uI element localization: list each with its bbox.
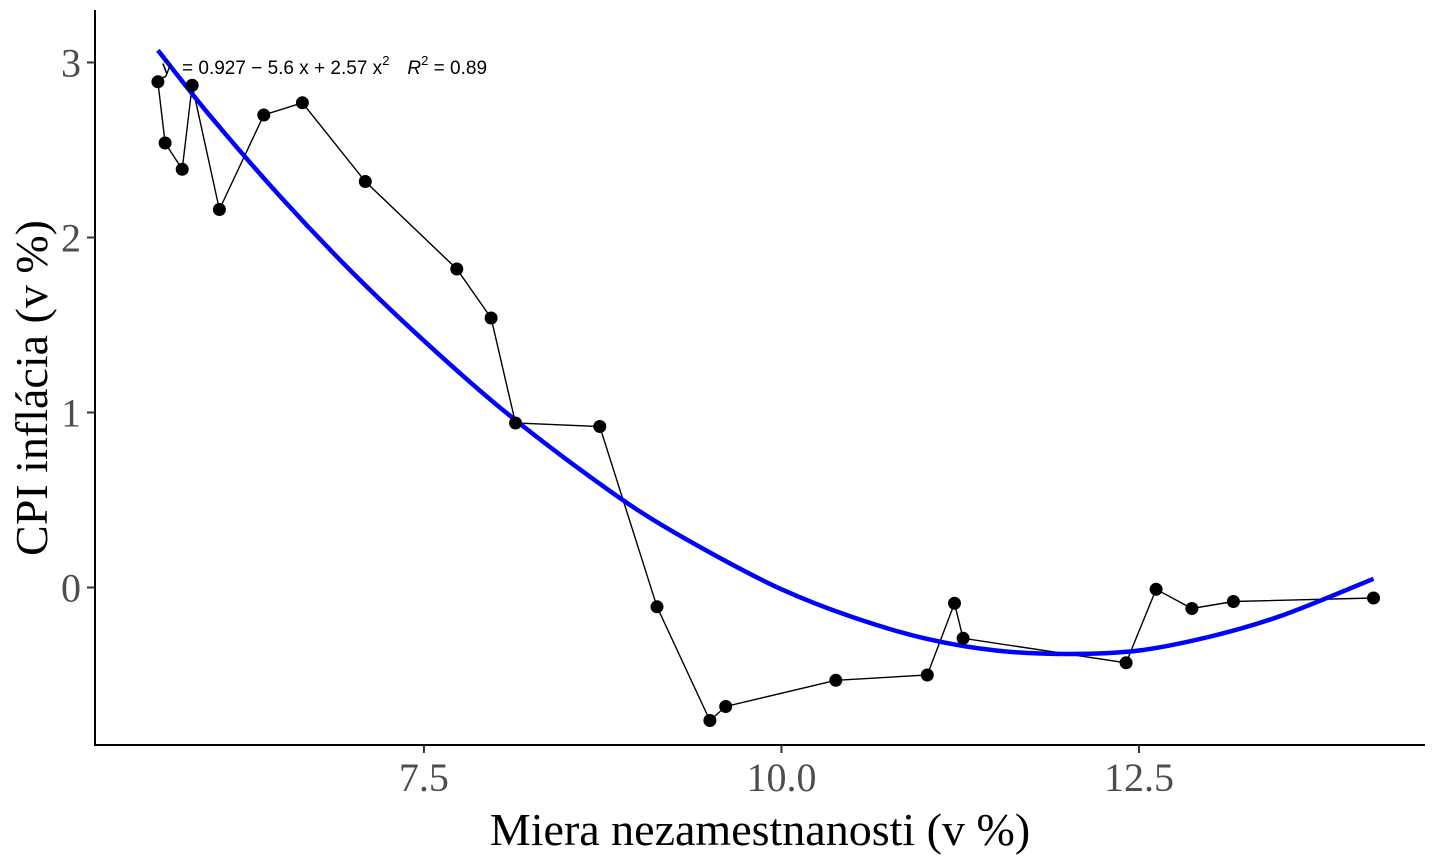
x-tick-label: 7.5 (399, 755, 449, 800)
data-point (1367, 591, 1380, 605)
data-point (1119, 656, 1133, 670)
r2-value: = 0.89 (428, 58, 487, 79)
data-point (703, 714, 717, 727)
plot-area (157, 81, 1374, 722)
regression-equation-label: ŷ = 0.927 − 5.6 x + 2.57 x2 R2 = 0.89 (162, 53, 487, 79)
points-layer (151, 75, 1380, 727)
observed-series-line (157, 81, 1374, 722)
x-axis-ticks: 7.5 10.0 12.5 (399, 745, 1174, 800)
data-point (593, 420, 607, 433)
data-point (450, 262, 464, 276)
y-tick-label: 3 (61, 41, 81, 86)
data-point (158, 136, 172, 150)
data-point (257, 108, 271, 122)
r2-symbol: R (407, 58, 421, 79)
y-axis-title: CPI inflácia (v %) (6, 220, 57, 556)
data-point (1185, 602, 1199, 615)
equation-exponent: 2 (382, 53, 389, 68)
data-point (212, 203, 226, 216)
data-point (295, 96, 309, 110)
data-point (175, 162, 189, 176)
equation-yhat: ŷ (162, 58, 172, 79)
data-point (1149, 582, 1163, 596)
data-point (509, 416, 522, 430)
data-point (484, 311, 498, 325)
data-point (151, 75, 165, 89)
data-point (948, 596, 961, 610)
y-axis-ticks: 0 1 2 3 (61, 41, 95, 611)
data-point (956, 631, 970, 645)
data-point (719, 700, 733, 713)
data-point (829, 673, 843, 687)
data-point (920, 668, 934, 682)
x-tick-label: 10.0 (746, 755, 816, 800)
y-tick-label: 1 (61, 391, 81, 436)
y-tick-label: 0 (61, 566, 81, 611)
equation-text: = 0.927 − 5.6 x + 2.57 x2 R2 = 0.89 (182, 53, 487, 79)
data-point (358, 175, 372, 188)
data-point (650, 600, 664, 614)
data-point (185, 78, 199, 92)
data-point (1226, 595, 1240, 608)
x-axis-title: Miera nezamestnanosti (v %) (490, 804, 1030, 855)
y-tick-label: 2 (61, 216, 81, 261)
equation-body: = 0.927 − 5.6 x + 2.57 x (182, 58, 383, 79)
x-tick-label: 12.5 (1104, 755, 1174, 800)
fit-curve (156, 48, 1375, 657)
fit-layer (156, 48, 1375, 657)
